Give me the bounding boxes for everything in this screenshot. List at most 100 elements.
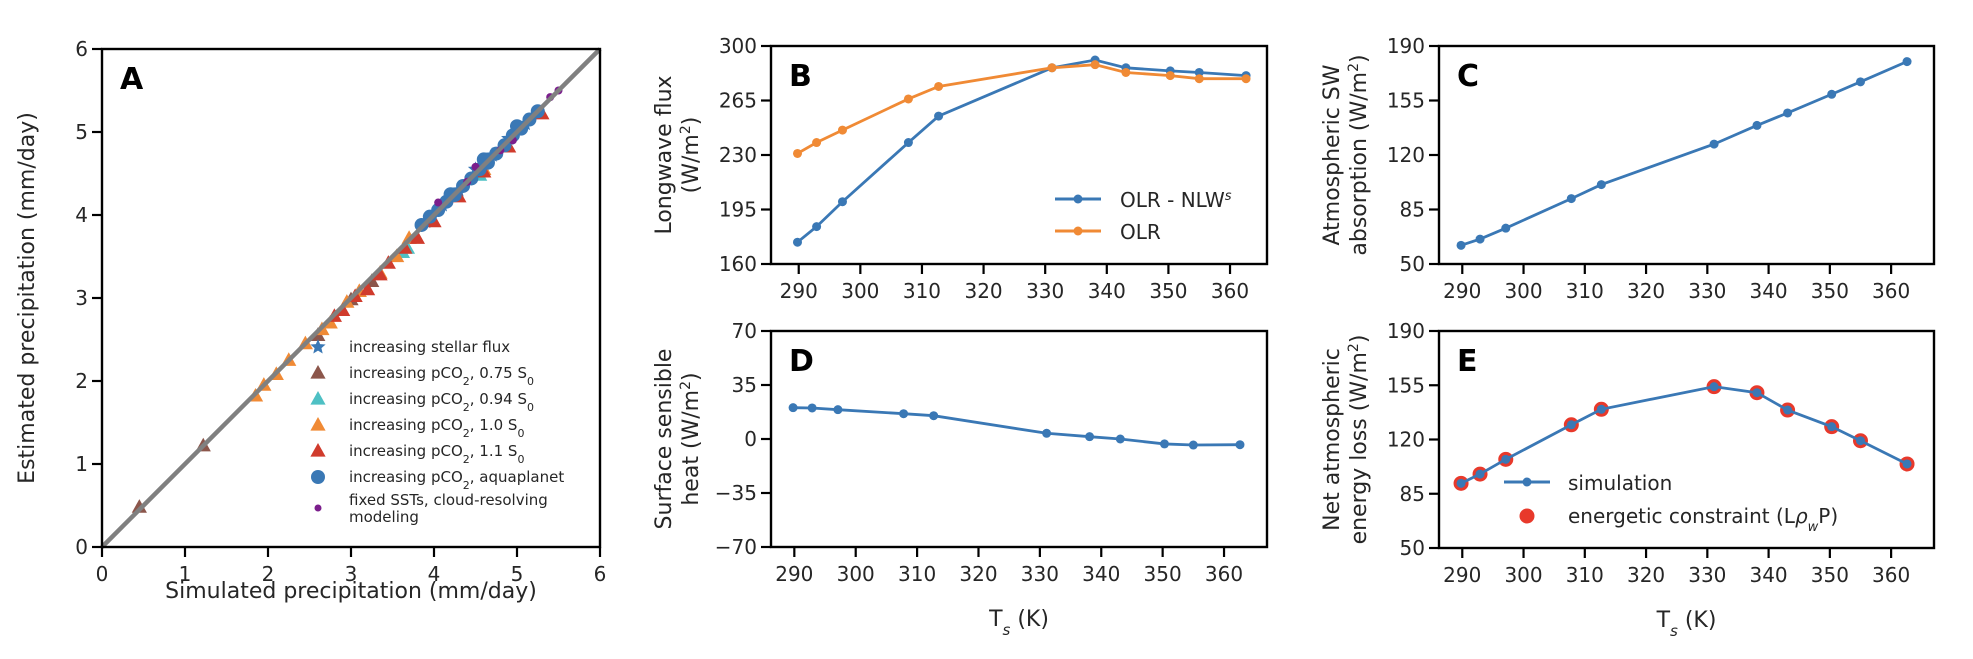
data-point	[1165, 71, 1175, 81]
x-tick-label: 290	[1443, 563, 1481, 587]
x-tick-label: 350	[1144, 562, 1182, 586]
data-point	[1047, 63, 1057, 73]
data-point	[792, 148, 802, 158]
y-tick-label: 0	[75, 535, 88, 559]
legend-label: OLR - NLWs	[1120, 188, 1232, 212]
legend-label: OLR	[1120, 220, 1161, 244]
legend-label-sub: 2	[463, 375, 470, 388]
data-point	[1194, 74, 1204, 84]
y-axis-label-line: absorption (W/m	[1347, 72, 1372, 256]
legend-label-sub: 0	[527, 401, 534, 414]
data-point	[1596, 404, 1606, 414]
data-point	[1709, 139, 1719, 149]
data-point	[1902, 57, 1912, 67]
x-tick-label: 330	[1026, 279, 1064, 303]
data-point	[788, 403, 798, 413]
y-tick-label: 300	[719, 34, 757, 58]
data-point	[1475, 469, 1485, 479]
data-point	[1783, 108, 1793, 118]
panel-d: 290 300 310 320 330 340 350 360 −70 −35 0 35 70 D Surf…	[652, 319, 1269, 639]
data-point	[1121, 67, 1131, 77]
data-point	[929, 411, 939, 421]
data-point	[792, 237, 802, 247]
y-axis-label-line: energy loss (W/m	[1347, 352, 1372, 544]
legend-label: increasing pCO2, 0.94 S0	[349, 390, 534, 414]
y-tick-label: 190	[1387, 34, 1425, 58]
legend-label-sup: s	[1225, 189, 1232, 204]
panel-label: A	[120, 62, 144, 97]
legend-marker	[310, 339, 326, 354]
x-tick-label: 360	[1205, 562, 1243, 586]
legend-item: OLR - NLWs	[1055, 188, 1232, 212]
data-point	[1456, 478, 1466, 488]
y-axis-label-line: heat (W/m	[679, 390, 704, 506]
y-tick-label: 155	[1387, 373, 1425, 397]
x-tick-label: 290	[775, 562, 813, 586]
x-tick-label: 290	[780, 279, 818, 303]
y-tick-label: 3	[75, 286, 88, 310]
x-tick-label: 340	[1082, 562, 1120, 586]
y-axis-label-tail: )	[1347, 335, 1372, 344]
x-tick-label: 360	[1872, 563, 1910, 587]
data-point	[1501, 454, 1511, 464]
y-axis-label: Atmospheric SWabsorption (W/m2)	[1320, 54, 1372, 255]
x-axis-label: Ts (K)	[988, 607, 1049, 639]
legend-label-sub: 2	[463, 401, 470, 414]
x-tick-label: 6	[594, 562, 607, 586]
legend-item: increasing pCO2, 1.0 S0	[310, 416, 524, 440]
x-axis-label: Ts (K)	[1656, 608, 1717, 640]
x-tick-label: 300	[1504, 279, 1542, 303]
panel-b: 290 300 310 320 330 340 350 360 160 195 230 265 300 B…	[652, 34, 1269, 303]
x-tick-label: 340	[1749, 279, 1787, 303]
y-tick-label: 1	[75, 452, 88, 476]
data-point	[1827, 89, 1837, 99]
x-tick-label: 0	[96, 562, 109, 586]
x-label-sub: s	[1003, 621, 1011, 639]
y-axis-label: Longwave flux(W/m2)	[652, 75, 704, 234]
y-tick-label: 50	[1400, 252, 1425, 276]
x-tick-label: 310	[1566, 279, 1604, 303]
superscript: 2	[678, 381, 694, 390]
legend-label-tail: , 1.1 S	[470, 442, 518, 460]
x-tick-label: 330	[1021, 562, 1059, 586]
axes-frame	[100, 47, 602, 549]
legend-label-main: increasing pCO	[349, 390, 463, 408]
x-tick-label: 290	[1443, 279, 1481, 303]
data-point	[1855, 77, 1865, 87]
y-tick-label: 190	[1387, 319, 1425, 343]
legend-label-sub: 0	[517, 453, 524, 466]
data-point	[1241, 74, 1251, 84]
data-point	[409, 230, 425, 244]
data-point	[1566, 420, 1576, 430]
y-tick-label: 35	[732, 373, 757, 397]
legend-label: increasing pCO2, 0.75 S0	[349, 364, 534, 388]
data-point	[1752, 120, 1762, 130]
legend: OLR - NLWs OLR	[1055, 188, 1232, 244]
y-tick-label: 4	[75, 203, 88, 227]
legend-label-tail: P)	[1818, 504, 1838, 528]
data-point	[1827, 422, 1837, 432]
x-tick-label: 340	[1088, 279, 1126, 303]
x-tick-label: 1	[179, 562, 192, 586]
legend-marker	[1519, 508, 1535, 524]
x-tick-label: 350	[1149, 279, 1187, 303]
x-tick-label: 5	[511, 562, 524, 586]
y-tick-label: 0	[744, 427, 757, 451]
legend-label: increasing stellar flux	[349, 338, 510, 356]
y-axis-label-tail: )	[679, 372, 704, 381]
y-tick-label: −70	[715, 535, 757, 559]
axes-frame	[769, 44, 1269, 266]
legend-label: fixed SSTs, cloud-resolving	[349, 491, 548, 509]
series-line-0	[1456, 57, 1912, 250]
panel-label: D	[789, 344, 814, 379]
series-line-1	[792, 60, 1251, 158]
x-tick-label: 300	[841, 279, 879, 303]
legend-marker	[310, 365, 326, 379]
axes-frame	[1437, 44, 1936, 266]
data-point	[1090, 60, 1100, 70]
x-tick-label: 360	[1872, 279, 1910, 303]
data-point	[837, 125, 847, 135]
series-line	[793, 406, 1240, 447]
panel-label: C	[1457, 59, 1479, 94]
